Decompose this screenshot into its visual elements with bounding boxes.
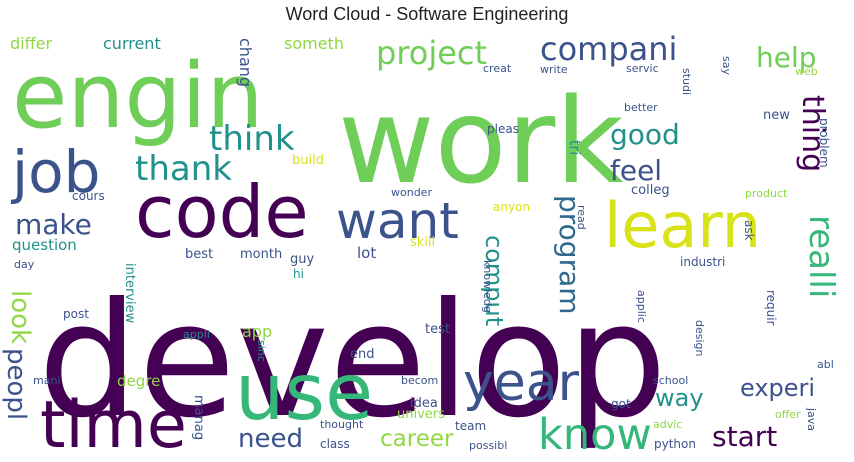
word-anyon: anyon	[493, 200, 530, 214]
word-python: python	[654, 437, 696, 451]
word-compani: compani	[540, 30, 677, 68]
word-realli: realli	[801, 215, 841, 298]
word-test: test	[425, 322, 450, 337]
word-got: got	[611, 397, 631, 411]
word-year: year	[463, 353, 580, 413]
word-tri: tri	[566, 140, 582, 155]
word-chang: chang	[236, 38, 255, 87]
word-develop: develop	[38, 269, 667, 453]
word-differ: differ	[10, 34, 52, 53]
word-post: post	[63, 307, 89, 321]
word-engin: engin	[12, 44, 264, 149]
word-look: look	[5, 290, 35, 344]
word-team: team	[455, 419, 486, 433]
word-feel: feel	[610, 154, 662, 187]
word-class: class	[320, 437, 350, 451]
word-skill: skill	[410, 235, 435, 250]
word-knowledg: knowledg	[481, 260, 494, 313]
word-creat: creat	[483, 62, 512, 75]
word-cours: cours	[72, 189, 105, 203]
word-lot: lot	[357, 244, 376, 262]
word-write: write	[540, 63, 568, 76]
chart-title: Word Cloud - Software Engineering	[285, 4, 569, 24]
word-ask: ask	[742, 220, 756, 241]
word-say: say	[720, 56, 733, 75]
word-applic: applic	[635, 290, 648, 323]
word-start: start	[712, 420, 777, 453]
word-hi: hi	[293, 267, 304, 281]
word-best: best	[185, 247, 213, 262]
word-good: good	[610, 118, 680, 151]
word-abl: abl	[817, 358, 834, 371]
word-sinc: sinc	[255, 340, 268, 362]
word-learn: learn	[604, 189, 761, 262]
word-use: use	[235, 348, 373, 438]
word-advic: advic	[653, 418, 682, 431]
word-experi: experi	[740, 374, 815, 402]
word-design: design	[693, 320, 706, 357]
word-offer: offer	[775, 408, 801, 421]
word-comput: comput	[480, 235, 508, 326]
word-time: time	[40, 388, 187, 462]
word-univers: univers	[397, 407, 445, 422]
word-interview: interview	[122, 263, 137, 324]
word-make: make	[15, 208, 92, 241]
word-web: web	[795, 65, 818, 78]
word-help: help	[756, 41, 817, 74]
word-better: better	[624, 101, 658, 114]
word-problem: problem	[817, 118, 831, 168]
word-code: code	[135, 170, 309, 254]
word-appli: appli	[183, 328, 210, 341]
word-thank: thank	[135, 149, 232, 189]
word-thought: thought	[320, 418, 364, 431]
word-way: way	[655, 384, 704, 412]
word-colleg: colleg	[631, 183, 670, 198]
word-pleas: pleas	[487, 122, 519, 136]
word-question: question	[12, 236, 77, 254]
word-possibl: possibl	[469, 439, 507, 452]
word-end: end	[350, 347, 375, 362]
word-studi: studi	[680, 68, 693, 95]
word-job: job	[10, 138, 100, 206]
word-month: month	[240, 247, 282, 262]
word-degre: degre	[117, 372, 160, 390]
word-program: program	[553, 195, 586, 315]
word-servic: servic	[626, 62, 659, 75]
word-project: project	[376, 34, 487, 72]
word-java: java	[805, 407, 818, 431]
word-product: product	[745, 187, 788, 200]
word-becom: becom	[401, 374, 438, 387]
word-idea: idea	[410, 396, 438, 411]
word-current: current	[103, 34, 161, 53]
word-want: want	[336, 192, 459, 250]
word-think: think	[209, 119, 295, 159]
word-someth: someth	[284, 34, 344, 53]
word-need: need	[238, 424, 303, 454]
word-manag: manag	[191, 395, 206, 440]
word-wonder: wonder	[391, 186, 432, 199]
word-career: career	[380, 426, 454, 452]
word-industri: industri	[680, 255, 725, 269]
word-app: app	[242, 322, 272, 341]
word-mani: mani	[33, 374, 60, 387]
word-new: new	[763, 108, 790, 123]
word-know: know	[538, 410, 652, 460]
word-day: day	[14, 258, 35, 271]
word-peopl: peopl	[1, 348, 31, 420]
word-read: read	[575, 205, 588, 230]
word-work: work	[338, 72, 624, 210]
word-requir: requir	[764, 290, 778, 326]
word-school: school	[653, 374, 688, 387]
word-build: build	[292, 153, 324, 168]
word-guy: guy	[290, 252, 314, 267]
word-thing: thing	[795, 95, 830, 172]
